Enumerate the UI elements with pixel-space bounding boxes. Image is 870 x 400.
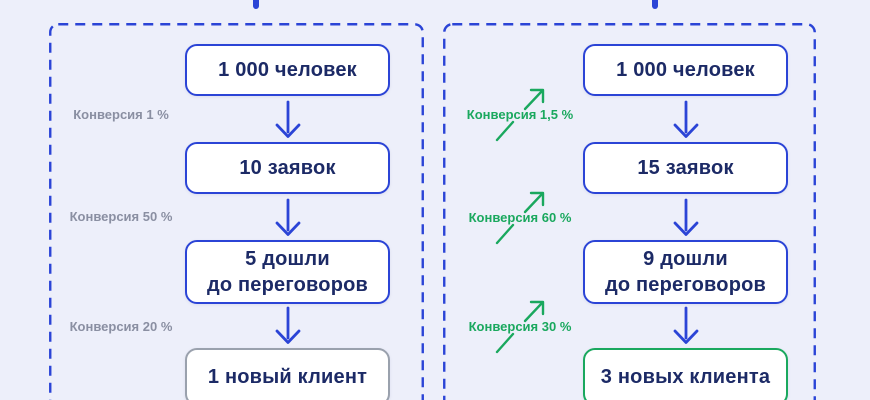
conversion-rate-group: Конверсия 30 % <box>440 290 600 364</box>
down-arrow-icon <box>673 306 699 344</box>
clipped-title-fragment-right <box>652 0 658 9</box>
funnel-step-box: 3 новых клиента <box>583 348 788 400</box>
conversion-rate-group: Конверсия 60 % <box>440 181 600 255</box>
funnel-step-box: 1 000 человек <box>185 44 390 96</box>
step-label: 1 000 человек <box>218 59 357 81</box>
down-arrow-icon <box>275 100 301 138</box>
dashed-panel-before <box>49 23 424 400</box>
funnel-step-box: 10 заявок <box>185 142 390 194</box>
conversion-rate-label: Конверсия 60 % <box>468 210 572 225</box>
funnel-step-box: 9 дошли до переговоров <box>583 240 788 304</box>
down-arrow-icon <box>275 306 301 344</box>
funnel-step-box: 1 новый клиент <box>185 348 390 400</box>
funnel-step-box: 1 000 человек <box>583 44 788 96</box>
dashed-panel-after <box>443 23 816 400</box>
down-arrow-icon <box>275 198 301 236</box>
step-label: 3 новых клиента <box>600 366 771 388</box>
growth-arrow-icon <box>495 300 545 354</box>
conversion-rate-label: Конверсия 30 % <box>468 319 572 334</box>
growth-arrow-icon <box>495 191 545 245</box>
down-arrow-icon <box>673 198 699 236</box>
step-label: 5 дошли до переговоров <box>206 248 369 296</box>
down-arrow-icon <box>673 100 699 138</box>
conversion-rate-label: Конверсия 1 % <box>73 107 169 122</box>
funnel-step-box: 15 заявок <box>583 142 788 194</box>
step-label: 1 новый клиент <box>207 366 368 388</box>
conversion-rate-label: Конверсия 20 % <box>69 319 173 334</box>
conversion-rate-label: Конверсия 1,5 % <box>466 107 574 122</box>
conversion-rate-label: Конверсия 50 % <box>69 209 173 224</box>
step-label: 10 заявок <box>239 157 336 179</box>
clipped-title-fragment-left <box>253 0 259 9</box>
growth-arrow-icon <box>495 88 545 142</box>
funnel-step-box: 5 дошли до переговоров <box>185 240 390 304</box>
conversion-rate-group: Конверсия 1,5 % <box>440 78 600 152</box>
step-label: 1 000 человек <box>616 59 755 81</box>
step-label: 9 дошли до переговоров <box>604 248 767 296</box>
step-label: 15 заявок <box>637 157 734 179</box>
